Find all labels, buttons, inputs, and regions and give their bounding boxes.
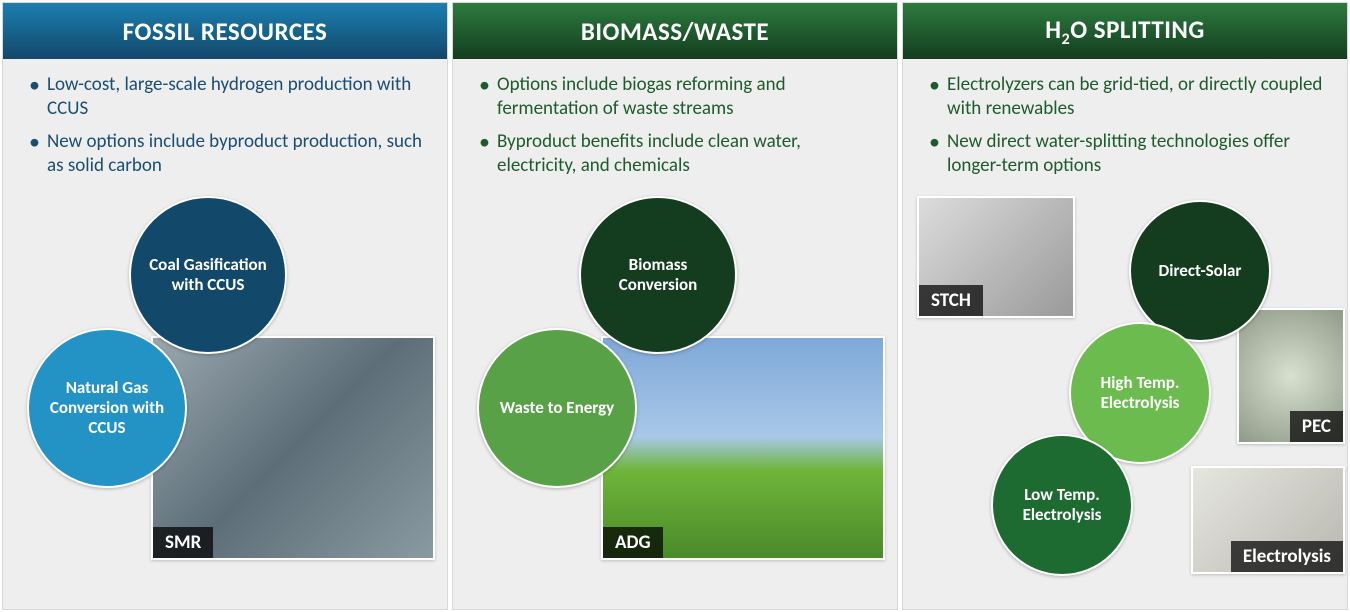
- circle-low-temp-electrolysis: Low Temp. Electrolysis: [991, 434, 1133, 576]
- bullet-text: New options include byproduct production…: [47, 130, 422, 177]
- bullet-list-fossil: Low-cost, large-scale hydrogen productio…: [3, 59, 447, 186]
- bullet-item: Low-cost, large-scale hydrogen productio…: [29, 73, 427, 122]
- circle-biomass-conversion: Biomass Conversion: [579, 196, 737, 354]
- circle-label: High Temp. Electrolysis: [1081, 373, 1199, 414]
- bullet-text: Electrolyzers can be grid-tied, or direc…: [947, 73, 1322, 120]
- bullet-text: Options include biogas reforming and fer…: [497, 73, 786, 120]
- bullet-text: Byproduct benefits include clean water, …: [497, 130, 801, 177]
- panel-title: BIOMASS/WASTE: [581, 16, 769, 47]
- circle-label: Direct-Solar: [1159, 261, 1242, 281]
- bullet-list-water: Electrolyzers can be grid-tied, or direc…: [903, 59, 1347, 186]
- photo-stch: STCH: [917, 196, 1075, 318]
- panel-biomass: BIOMASS/WASTE Options include biogas ref…: [452, 2, 898, 610]
- bullet-text: Low-cost, large-scale hydrogen productio…: [47, 73, 411, 120]
- panel-fossil: FOSSIL RESOURCES Low-cost, large-scale h…: [2, 2, 448, 610]
- photo-adg: ADG: [601, 336, 885, 560]
- photo-label: SMR: [153, 527, 213, 558]
- panel-title: H2O SPLITTING: [1045, 14, 1205, 49]
- circle-label: Low Temp. Electrolysis: [1003, 485, 1121, 526]
- panel-title: FOSSIL RESOURCES: [123, 16, 328, 47]
- panel-header-biomass: BIOMASS/WASTE: [453, 3, 897, 59]
- circle-waste-to-energy: Waste to Energy: [477, 328, 637, 488]
- bullet-item: New options include byproduct production…: [29, 130, 427, 179]
- circle-label: Biomass Conversion: [591, 255, 725, 296]
- photo-label: PEC: [1290, 411, 1343, 442]
- photo-pec: PEC: [1237, 308, 1345, 444]
- bullet-text: New direct water-splitting technologies …: [947, 130, 1290, 177]
- panel-header-water: H2O SPLITTING: [903, 3, 1347, 59]
- photo-label: ADG: [603, 527, 663, 558]
- panel-header-fossil: FOSSIL RESOURCES: [3, 3, 447, 59]
- circle-direct-solar: Direct-Solar: [1129, 200, 1271, 342]
- photo-label: STCH: [919, 285, 983, 316]
- bullet-item: Electrolyzers can be grid-tied, or direc…: [929, 73, 1327, 122]
- graphic-area-biomass: ADG Biomass Conversion Waste to Energy: [453, 186, 897, 609]
- bullet-item: New direct water-splitting technologies …: [929, 130, 1327, 179]
- bullet-item: Options include biogas reforming and fer…: [479, 73, 877, 122]
- bullet-list-biomass: Options include biogas reforming and fer…: [453, 59, 897, 186]
- graphic-area-water: STCH PEC Electrolysis Direct-Solar High …: [903, 186, 1347, 609]
- circle-natural-gas: Natural Gas Conversion with CCUS: [27, 328, 187, 488]
- photo-label: Electrolysis: [1231, 541, 1343, 572]
- panel-water-splitting: H2O SPLITTING Electrolyzers can be grid-…: [902, 2, 1348, 610]
- graphic-area-fossil: SMR Coal Gasification with CCUS Natural …: [3, 186, 447, 609]
- circle-label: Waste to Energy: [500, 398, 615, 418]
- bullet-item: Byproduct benefits include clean water, …: [479, 130, 877, 179]
- infographic-container: FOSSIL RESOURCES Low-cost, large-scale h…: [0, 0, 1350, 612]
- circle-label: Coal Gasification with CCUS: [141, 255, 275, 296]
- photo-electrolysis: Electrolysis: [1191, 466, 1345, 574]
- photo-smr: SMR: [151, 336, 435, 560]
- circle-label: Natural Gas Conversion with CCUS: [39, 378, 175, 439]
- circle-coal-gasification: Coal Gasification with CCUS: [129, 196, 287, 354]
